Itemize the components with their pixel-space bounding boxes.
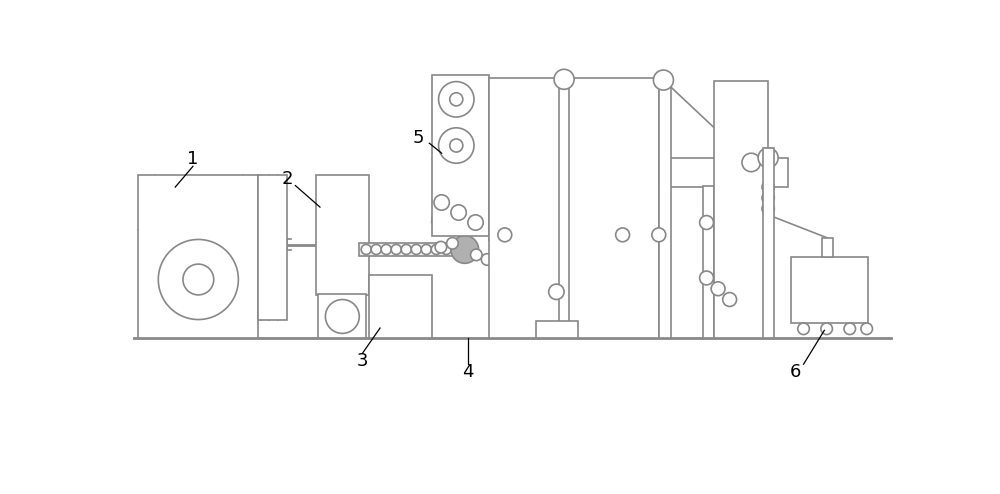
Bar bbox=[559, 79, 569, 338]
Text: 2: 2 bbox=[282, 170, 293, 188]
Text: 5: 5 bbox=[413, 129, 424, 147]
Circle shape bbox=[381, 245, 391, 254]
Circle shape bbox=[711, 282, 725, 296]
Bar bbox=[258, 175, 287, 320]
Bar bbox=[703, 186, 714, 338]
Text: 4: 4 bbox=[462, 363, 474, 381]
Circle shape bbox=[652, 228, 666, 242]
Circle shape bbox=[762, 181, 774, 193]
Bar bbox=[659, 158, 788, 187]
Circle shape bbox=[758, 148, 778, 168]
Circle shape bbox=[450, 139, 463, 152]
Circle shape bbox=[821, 323, 832, 334]
Circle shape bbox=[798, 323, 809, 334]
Bar bbox=[316, 175, 369, 295]
Circle shape bbox=[421, 245, 431, 254]
Circle shape bbox=[616, 228, 630, 242]
Circle shape bbox=[554, 69, 574, 89]
Bar bbox=[659, 81, 671, 338]
Text: 6: 6 bbox=[790, 363, 802, 381]
Circle shape bbox=[498, 228, 512, 242]
Circle shape bbox=[439, 128, 474, 163]
Bar bbox=[489, 78, 659, 338]
Text: 1: 1 bbox=[187, 150, 199, 167]
Circle shape bbox=[411, 245, 421, 254]
Circle shape bbox=[371, 245, 381, 254]
Circle shape bbox=[434, 195, 449, 210]
Circle shape bbox=[762, 192, 774, 204]
Circle shape bbox=[468, 215, 483, 230]
Circle shape bbox=[653, 70, 673, 90]
Bar bbox=[536, 321, 578, 338]
Circle shape bbox=[435, 242, 447, 253]
Circle shape bbox=[481, 254, 493, 265]
Circle shape bbox=[700, 271, 713, 285]
Circle shape bbox=[391, 245, 401, 254]
Bar bbox=[791, 257, 868, 323]
Circle shape bbox=[441, 245, 451, 254]
Bar bbox=[358, 243, 468, 256]
Circle shape bbox=[325, 299, 359, 333]
Bar bbox=[714, 81, 768, 338]
Circle shape bbox=[861, 323, 872, 334]
Circle shape bbox=[451, 205, 466, 220]
Circle shape bbox=[723, 292, 737, 306]
Circle shape bbox=[549, 284, 564, 299]
Circle shape bbox=[471, 249, 482, 261]
Bar bbox=[369, 275, 432, 338]
Circle shape bbox=[439, 82, 474, 117]
Circle shape bbox=[450, 93, 463, 106]
Circle shape bbox=[844, 323, 856, 334]
Circle shape bbox=[431, 245, 441, 254]
Circle shape bbox=[401, 245, 411, 254]
Circle shape bbox=[742, 153, 760, 172]
Circle shape bbox=[361, 245, 371, 254]
Bar bbox=[822, 238, 833, 257]
Bar bbox=[763, 148, 774, 338]
Text: 3: 3 bbox=[357, 352, 368, 370]
Circle shape bbox=[700, 215, 713, 229]
Circle shape bbox=[183, 264, 214, 295]
Bar bbox=[318, 294, 366, 338]
Circle shape bbox=[158, 240, 238, 320]
Bar bbox=[432, 76, 489, 236]
Circle shape bbox=[451, 236, 479, 263]
Circle shape bbox=[447, 238, 458, 249]
Bar bbox=[138, 175, 258, 338]
Circle shape bbox=[762, 203, 774, 215]
